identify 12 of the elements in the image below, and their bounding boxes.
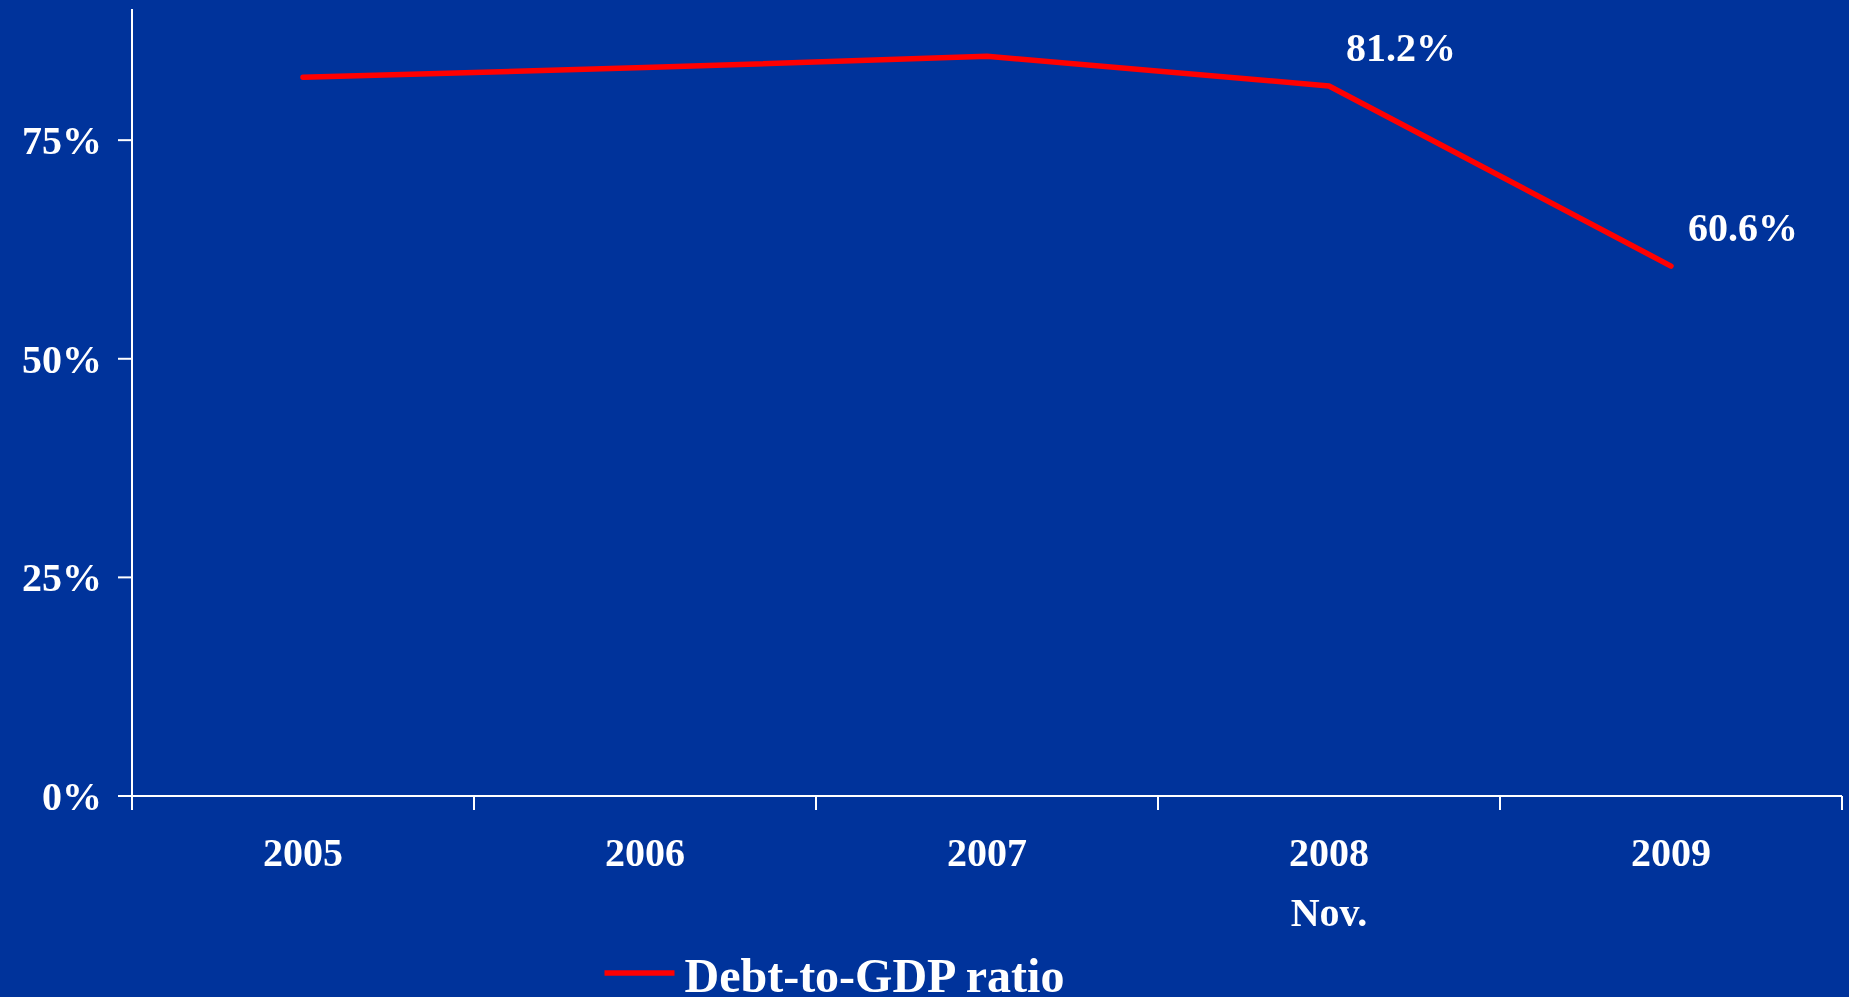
y-tick-label: 75% bbox=[22, 118, 102, 164]
y-tick-label: 25% bbox=[22, 555, 102, 601]
x-tick-label: 2005 bbox=[263, 830, 343, 875]
x-tick-label: 2007 bbox=[947, 830, 1027, 875]
x-tick-label: 2006 bbox=[605, 830, 685, 875]
y-tick-label: 50% bbox=[22, 336, 102, 382]
legend-label: Debt-to-GDP ratio bbox=[684, 948, 1065, 997]
data-label: 60.6% bbox=[1688, 205, 1798, 251]
y-tick-label: 0% bbox=[42, 774, 102, 819]
x-tick-label: 2009 bbox=[1631, 830, 1711, 875]
data-label: 81.2% bbox=[1346, 24, 1456, 70]
x-tick-label: 2008 Nov. bbox=[1289, 830, 1369, 935]
